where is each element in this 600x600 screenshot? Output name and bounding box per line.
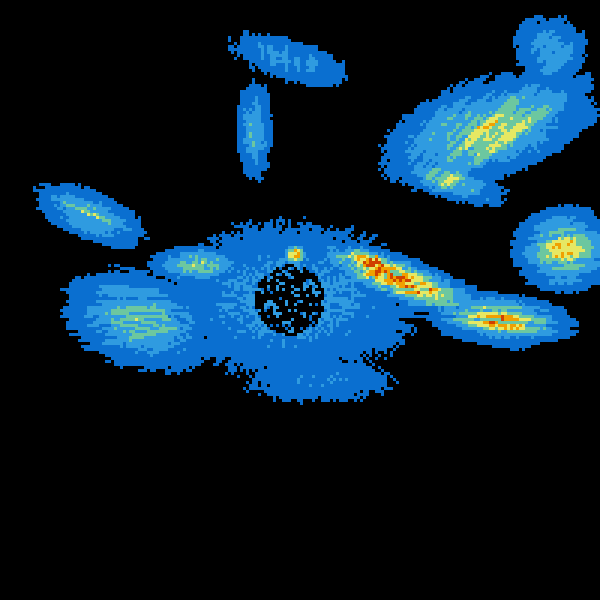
radar-view (0, 0, 600, 600)
radar-reflectivity-image (0, 0, 600, 600)
